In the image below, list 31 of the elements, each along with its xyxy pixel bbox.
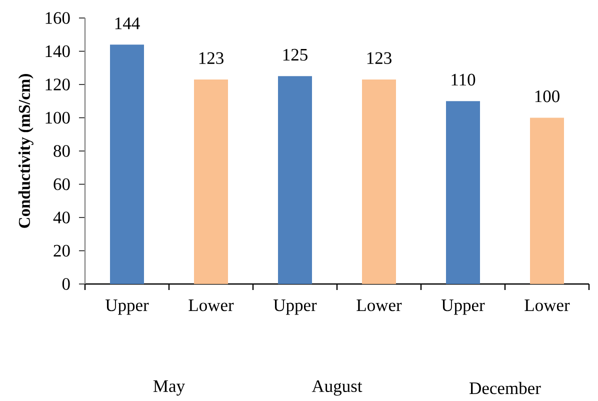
bar <box>110 44 144 284</box>
data-label: 100 <box>535 90 560 102</box>
data-label: 123 <box>367 52 392 64</box>
y-tick-label: 0 <box>62 278 70 290</box>
text: December <box>470 382 541 394</box>
y-tick-label: 140 <box>46 45 70 58</box>
y-tick-label: 160 <box>46 12 70 24</box>
x-tick-label: Upper <box>106 300 149 315</box>
x-tick-label: Upper <box>442 300 485 315</box>
data-label: 125 <box>283 48 308 61</box>
y-tick-label: 40 <box>53 212 70 224</box>
y-axis-title: Conductivity (mS/cm) <box>18 74 34 228</box>
x-tick-label: Lower <box>188 300 234 312</box>
bar <box>530 118 564 284</box>
text: May <box>153 380 185 396</box>
data-label: 144 <box>115 18 140 30</box>
data-label: 110 <box>452 74 476 86</box>
x-tick-label: Lower <box>524 300 570 312</box>
bar <box>362 80 396 284</box>
data-label: 123 <box>199 52 224 64</box>
y-tick-label: 120 <box>46 78 70 90</box>
bar <box>278 76 312 284</box>
bar <box>194 80 228 284</box>
y-tick-label: 80 <box>54 145 70 157</box>
text: August <box>312 380 362 396</box>
y-tick-label: 20 <box>54 244 70 257</box>
bar <box>446 101 480 284</box>
x-tick-label: Upper <box>274 300 317 315</box>
y-tick-label: 60 <box>54 178 70 190</box>
y-tick-label: 100 <box>46 112 70 124</box>
x-tick-label: Lower <box>356 300 402 312</box>
